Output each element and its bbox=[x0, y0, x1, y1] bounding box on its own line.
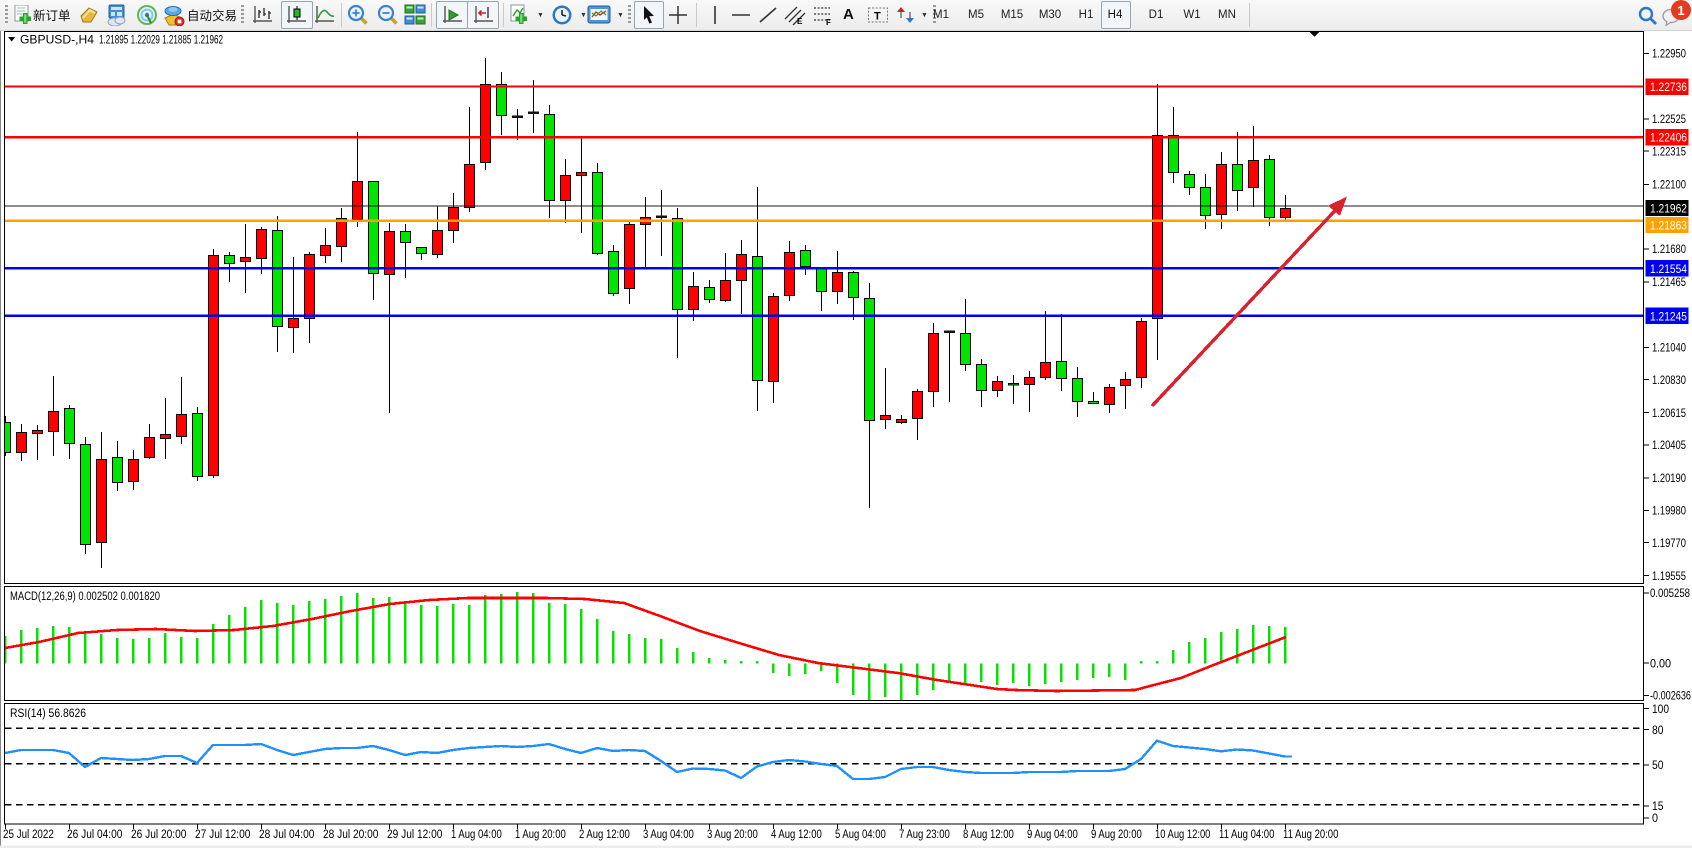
svg-text:5 Aug 04:00: 5 Aug 04:00 bbox=[835, 829, 886, 841]
svg-text:T: T bbox=[874, 11, 881, 23]
svg-text:26 Jul 04:00: 26 Jul 04:00 bbox=[67, 829, 122, 841]
svg-text:25 Jul 2022: 25 Jul 2022 bbox=[3, 829, 54, 841]
svg-text:F: F bbox=[826, 18, 831, 26]
svg-text:11 Aug 04:00: 11 Aug 04:00 bbox=[1219, 829, 1274, 841]
svg-text:1.22950: 1.22950 bbox=[1652, 49, 1686, 61]
svg-text:1.21040: 1.21040 bbox=[1652, 343, 1686, 355]
svg-text:11 Aug 20:00: 11 Aug 20:00 bbox=[1283, 829, 1338, 841]
svg-text:29 Jul 12:00: 29 Jul 12:00 bbox=[387, 829, 442, 841]
svg-text:1.20830: 1.20830 bbox=[1652, 375, 1686, 387]
svg-text:1.20615: 1.20615 bbox=[1652, 408, 1686, 420]
svg-text:9 Aug 20:00: 9 Aug 20:00 bbox=[1091, 829, 1142, 841]
svg-text:8 Aug 12:00: 8 Aug 12:00 bbox=[963, 829, 1014, 841]
svg-text:4 Aug 12:00: 4 Aug 12:00 bbox=[771, 829, 822, 841]
svg-text:1.20190: 1.20190 bbox=[1652, 473, 1686, 485]
svg-text:27 Jul 12:00: 27 Jul 12:00 bbox=[195, 829, 250, 841]
svg-text:1.22525: 1.22525 bbox=[1652, 114, 1686, 126]
svg-text:1.22100: 1.22100 bbox=[1652, 180, 1686, 192]
svg-text:-0.002636: -0.002636 bbox=[1650, 691, 1691, 703]
svg-text:1.21895 1.22029 1.21885 1.2196: 1.21895 1.22029 1.21885 1.21962 bbox=[99, 33, 223, 47]
svg-text:1.21554: 1.21554 bbox=[1650, 264, 1688, 276]
svg-text:0.005258: 0.005258 bbox=[1650, 588, 1690, 600]
svg-text:1.21465: 1.21465 bbox=[1652, 277, 1686, 289]
svg-text:26 Jul 20:00: 26 Jul 20:00 bbox=[131, 829, 186, 841]
svg-text:E: E bbox=[797, 17, 803, 26]
svg-text:28 Jul 04:00: 28 Jul 04:00 bbox=[259, 829, 314, 841]
svg-text:1.21680: 1.21680 bbox=[1652, 244, 1686, 256]
svg-text:1.21863: 1.21863 bbox=[1650, 220, 1687, 232]
svg-text:1.21962: 1.21962 bbox=[1650, 203, 1687, 215]
svg-text:28 Jul 20:00: 28 Jul 20:00 bbox=[323, 829, 378, 841]
svg-text:1.22736: 1.22736 bbox=[1650, 82, 1687, 94]
svg-text:1.19980: 1.19980 bbox=[1652, 506, 1686, 518]
svg-text:1.20405: 1.20405 bbox=[1652, 440, 1686, 452]
svg-text:1 Aug 04:00: 1 Aug 04:00 bbox=[451, 829, 502, 841]
svg-text:0: 0 bbox=[1652, 813, 1658, 825]
svg-text:1.19770: 1.19770 bbox=[1652, 538, 1686, 550]
svg-text:1.21245: 1.21245 bbox=[1650, 311, 1687, 323]
svg-text:100: 100 bbox=[1652, 704, 1669, 716]
svg-text:50: 50 bbox=[1652, 760, 1664, 772]
svg-text:RSI(14) 56.8626: RSI(14) 56.8626 bbox=[10, 708, 86, 720]
svg-text:3 Aug 20:00: 3 Aug 20:00 bbox=[707, 829, 758, 841]
svg-text:GBPUSD-,H4: GBPUSD-,H4 bbox=[20, 33, 94, 47]
svg-text:0.00: 0.00 bbox=[1650, 658, 1671, 670]
svg-text:10 Aug 12:00: 10 Aug 12:00 bbox=[1155, 829, 1210, 841]
svg-text:1 Aug 20:00: 1 Aug 20:00 bbox=[515, 829, 566, 841]
svg-text:3 Aug 04:00: 3 Aug 04:00 bbox=[643, 829, 694, 841]
svg-text:1.19555: 1.19555 bbox=[1652, 571, 1686, 583]
svg-text:7 Aug 23:00: 7 Aug 23:00 bbox=[899, 829, 950, 841]
svg-text:9 Aug 04:00: 9 Aug 04:00 bbox=[1027, 829, 1078, 841]
svg-text:MACD(12,26,9) 0.002502 0.00182: MACD(12,26,9) 0.002502 0.001820 bbox=[10, 591, 160, 603]
svg-text:1.22406: 1.22406 bbox=[1650, 133, 1687, 145]
svg-text:2 Aug 12:00: 2 Aug 12:00 bbox=[579, 829, 630, 841]
svg-text:15: 15 bbox=[1652, 801, 1664, 813]
svg-text:80: 80 bbox=[1652, 725, 1664, 737]
svg-text:1.22315: 1.22315 bbox=[1652, 146, 1686, 158]
